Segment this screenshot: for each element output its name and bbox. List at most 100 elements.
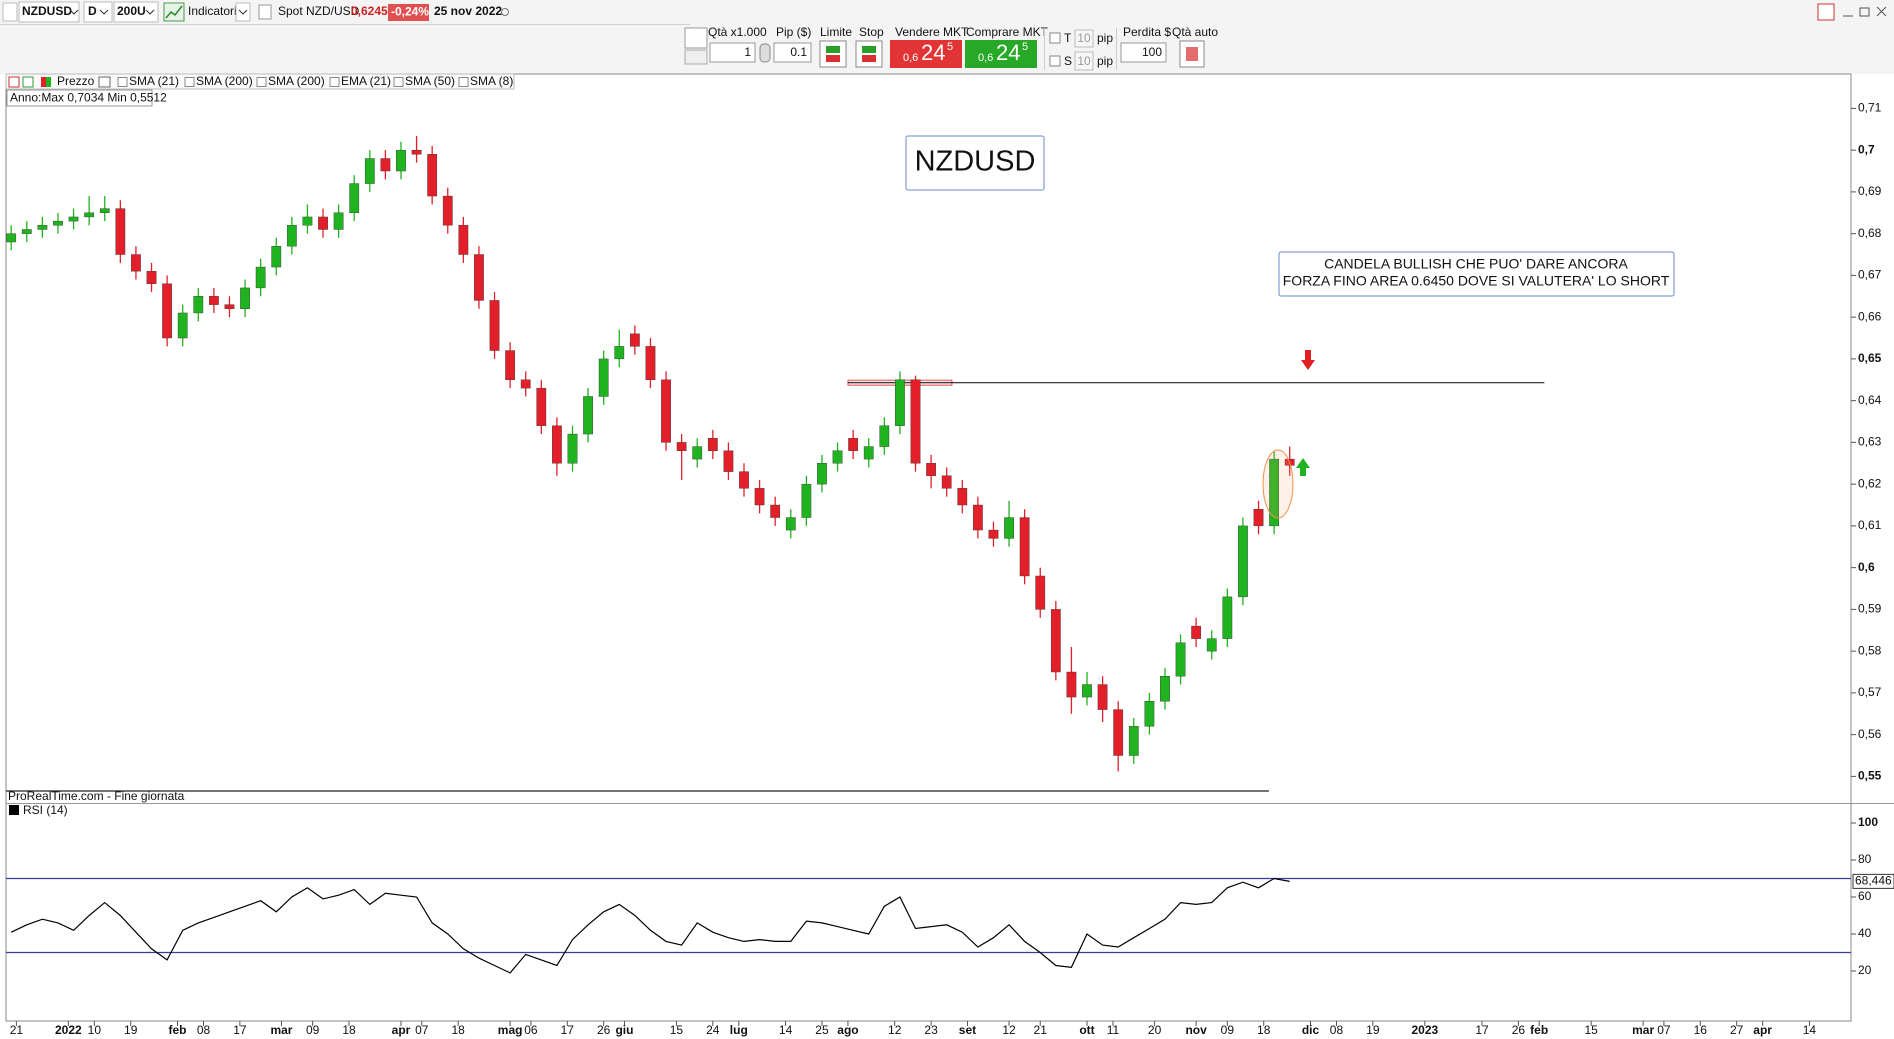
checkbox[interactable] <box>329 77 340 87</box>
legend-item[interactable]: EMA (21) <box>341 74 391 88</box>
sell-price-pip[interactable]: 5 <box>947 41 953 53</box>
buy-price-prefix[interactable]: 0,6 <box>978 52 993 64</box>
x-tick-label: feb <box>1530 1023 1548 1037</box>
y-tick-label: 0,6 <box>1858 560 1875 574</box>
candle-body <box>427 154 438 197</box>
restore[interactable] <box>1859 7 1870 17</box>
x-tick-label: 23 <box>924 1023 938 1037</box>
candle-body <box>411 149 422 155</box>
buy-button[interactable] <box>965 40 1037 68</box>
legend-item[interactable]: SMA (21) <box>129 74 179 88</box>
pip[interactable]: 0.1 <box>790 45 807 59</box>
refresh-icon[interactable] <box>1817 3 1835 21</box>
keypad-icon[interactable] <box>684 49 708 65</box>
sell-price-prefix[interactable]: 0,6 <box>903 52 918 64</box>
buy-price-pip[interactable]: 5 <box>1022 41 1028 53</box>
candle-body <box>1222 596 1233 639</box>
loss-label: Perdita $ <box>1123 25 1171 39</box>
x-tick-label: giu <box>615 1023 633 1037</box>
x-tick-label: 06 <box>524 1023 538 1037</box>
x-tick-label: 18 <box>342 1023 356 1037</box>
candle-body <box>1253 508 1264 527</box>
legend-item[interactable]: Prezzo <box>57 74 95 88</box>
app-icon[interactable] <box>2 2 18 22</box>
stop-button[interactable] <box>855 40 883 68</box>
info-icon[interactable] <box>258 4 272 20</box>
x-tick-label: 16 <box>1694 1023 1708 1037</box>
link-icon[interactable] <box>759 43 771 63</box>
checkbox[interactable] <box>184 77 195 87</box>
symbol[interactable]: NZDUSD <box>22 4 72 18</box>
limit-glyph <box>826 55 840 62</box>
dropdown-box[interactable] <box>235 2 251 22</box>
legend-item[interactable]: SMA (8) <box>470 74 513 88</box>
indicators-icon[interactable] <box>163 2 185 22</box>
buy-price-big[interactable]: 24 <box>996 40 1020 65</box>
legend-item[interactable]: SMA (50) <box>405 74 455 88</box>
candle-body <box>1004 517 1014 539</box>
x-tick-label: 15 <box>1584 1023 1598 1037</box>
candle-body <box>1191 625 1202 639</box>
y-tick-label: 0,59 <box>1858 602 1882 616</box>
candle-body <box>863 446 874 460</box>
candle-body <box>364 158 375 184</box>
y-tick-label: 0,57 <box>1858 685 1882 699</box>
checkbox[interactable] <box>458 77 469 87</box>
tool-icon[interactable] <box>684 27 708 49</box>
t-input[interactable] <box>1074 29 1094 48</box>
symbol-box[interactable] <box>18 1 80 23</box>
s-pips[interactable]: 10 <box>1077 54 1091 68</box>
checkbox[interactable] <box>1049 32 1061 44</box>
candle-body <box>240 287 250 309</box>
stop-glyph <box>862 55 876 62</box>
last-value-box <box>1852 873 1894 889</box>
candle-body <box>1050 609 1061 673</box>
timeframe-box[interactable] <box>83 1 113 23</box>
legend-item[interactable]: SMA (200) <box>268 74 325 88</box>
candle-body <box>785 517 796 531</box>
candle-body <box>209 296 219 305</box>
legend-item[interactable]: SMA (200) <box>196 74 253 88</box>
x-tick-label: 09 <box>306 1023 320 1037</box>
qty[interactable]: 1 <box>744 45 751 59</box>
range-info: Anno:Max 0,7034 Min 0,5512 <box>10 91 167 105</box>
candle-body <box>583 396 593 435</box>
checkbox[interactable] <box>1049 55 1061 67</box>
chart-frame <box>5 73 1852 1022</box>
limit-glyph <box>826 46 840 53</box>
limit-button[interactable] <box>819 40 847 68</box>
status-dot <box>501 8 509 16</box>
bars-box[interactable] <box>113 1 159 23</box>
candle-body <box>1066 671 1077 698</box>
y-tick-label: 80 <box>1858 852 1872 866</box>
close[interactable] <box>1876 6 1887 17</box>
indicators-button[interactable]: Indicatori <box>188 4 237 18</box>
loss[interactable]: 100 <box>1142 45 1162 59</box>
candle-body <box>723 450 734 472</box>
sell-price-big[interactable]: 24 <box>921 40 945 65</box>
add-icon[interactable] <box>8 76 20 88</box>
x-tick-label: 08 <box>1330 1023 1344 1037</box>
candle-body <box>848 438 859 451</box>
x-tick-label: 18 <box>1257 1023 1271 1037</box>
add-icon[interactable] <box>22 76 34 88</box>
dropdown <box>69 9 79 15</box>
x-tick-label: 07 <box>415 1023 429 1037</box>
menu-icon[interactable] <box>98 76 111 88</box>
s-label: S <box>1064 54 1072 68</box>
loss-input[interactable] <box>1120 42 1167 63</box>
y-tick-label: 0,63 <box>1858 435 1882 449</box>
t-pips[interactable]: 10 <box>1077 31 1091 45</box>
sell-button[interactable] <box>890 40 962 68</box>
candle-body <box>333 212 344 230</box>
checkbox[interactable] <box>256 77 267 87</box>
timeframe[interactable]: D <box>88 4 97 18</box>
y-tick-label: 60 <box>1858 889 1872 903</box>
qty-input[interactable] <box>709 42 756 63</box>
s-input[interactable] <box>1074 51 1094 71</box>
candle-body <box>442 195 453 226</box>
checkbox[interactable] <box>393 77 404 87</box>
checkbox[interactable] <box>117 77 128 87</box>
bars[interactable]: 200U <box>117 4 146 18</box>
pip-input[interactable] <box>773 42 812 63</box>
